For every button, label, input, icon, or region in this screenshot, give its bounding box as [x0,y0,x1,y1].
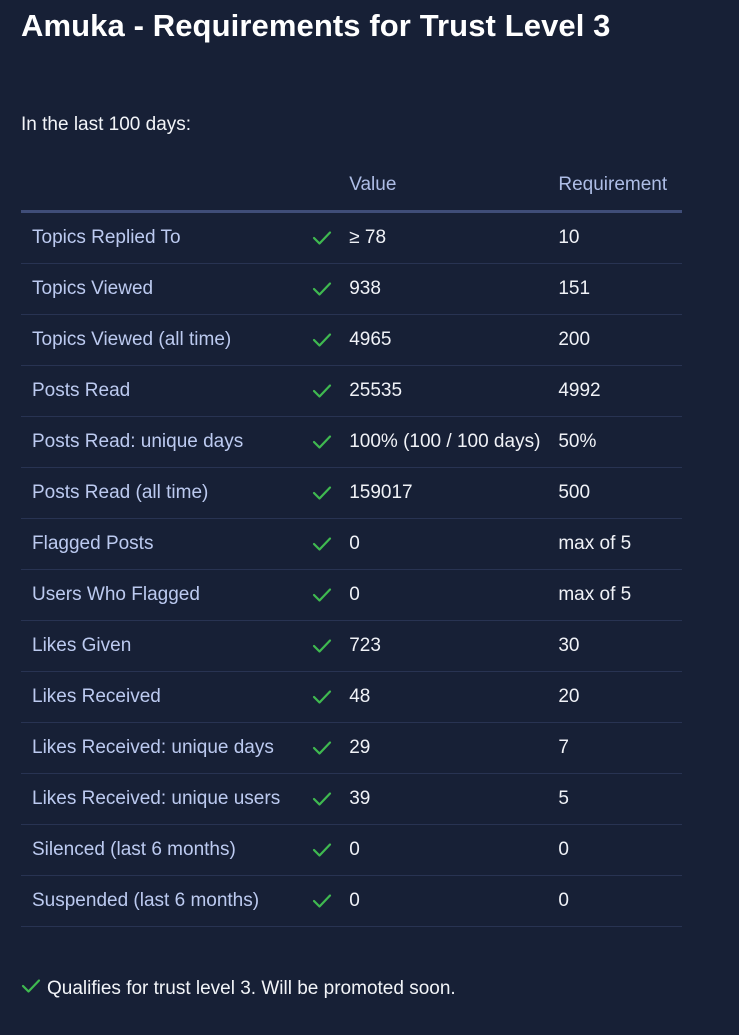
requirement-value: ≥ 78 [349,211,559,264]
table-row: Flagged Posts 0 max of 5 [21,518,682,570]
requirement-value: 48 [349,671,559,723]
requirement-threshold: 0 [558,824,682,876]
requirement-value: 29 [349,722,559,774]
requirement-value: 938 [349,263,559,315]
header-value: Value [349,160,559,213]
requirement-threshold: 30 [558,620,682,672]
table-row: Likes Received 48 20 [21,671,682,723]
requirement-threshold: 20 [558,671,682,723]
requirement-label: Suspended (last 6 months) [21,875,299,927]
requirement-threshold: 5 [558,773,682,825]
requirement-threshold: 7 [558,722,682,774]
check-icon [298,518,350,570]
table-row: Topics Replied To ≥ 78 10 [21,211,682,264]
requirement-label: Posts Read: unique days [21,416,299,468]
page-title: Amuka - Requirements for Trust Level 3 [21,8,611,43]
requirement-threshold: 500 [558,467,682,519]
table-header-row: Value Requirement [21,160,682,213]
table-row: Likes Given 723 30 [21,620,682,672]
check-icon [21,978,41,1000]
requirements-table: Value Requirement Topics Replied To ≥ 78 1… [21,160,682,927]
check-icon [298,365,350,417]
requirement-value: 4965 [349,314,559,366]
requirement-threshold: 10 [558,211,682,264]
requirement-label: Flagged Posts [21,518,299,570]
table-row: Silenced (last 6 months) 0 0 [21,824,682,876]
qualification-message: Qualifies for trust level 3. Will be pro… [47,978,456,999]
requirement-value: 25535 [349,365,559,417]
check-icon [298,875,350,927]
check-icon [298,569,350,621]
requirement-threshold: max of 5 [558,569,682,621]
table-row: Likes Received: unique users 39 5 [21,773,682,825]
requirement-threshold: max of 5 [558,518,682,570]
header-label-column [21,160,299,213]
requirement-label: Likes Received: unique users [21,773,299,825]
requirement-threshold: 50% [558,416,682,468]
table-row: Users Who Flagged 0 max of 5 [21,569,682,621]
requirement-label: Users Who Flagged [21,569,299,621]
requirement-threshold: 151 [558,263,682,315]
period-intro: In the last 100 days: [21,114,192,135]
table-row: Topics Viewed (all time) 4965 200 [21,314,682,366]
requirement-threshold: 200 [558,314,682,366]
table-row: Posts Read (all time) 159017 500 [21,467,682,519]
requirement-label: Silenced (last 6 months) [21,824,299,876]
requirement-label: Topics Replied To [21,211,299,264]
check-icon [298,314,350,366]
requirement-label: Posts Read (all time) [21,467,299,519]
table-row: Likes Received: unique days 29 7 [21,722,682,774]
requirement-label: Posts Read [21,365,299,417]
requirements-body: Topics Replied To ≥ 78 10 Topics Viewed 938 1… [21,211,682,927]
check-icon [298,722,350,774]
check-icon [298,773,350,825]
check-icon [298,263,350,315]
requirement-value: 39 [349,773,559,825]
table-row: Suspended (last 6 months) 0 0 [21,875,682,927]
requirement-label: Topics Viewed [21,263,299,315]
check-icon [298,824,350,876]
header-check-column [298,160,350,213]
table-row: Topics Viewed 938 151 [21,263,682,315]
requirement-label: Likes Given [21,620,299,672]
requirement-value: 0 [349,824,559,876]
requirement-value: 0 [349,569,559,621]
table-row: Posts Read: unique days 100% (100 / 100 d… [21,416,682,468]
requirement-value: 0 [349,518,559,570]
requirement-value: 159017 [349,467,559,519]
check-icon [298,671,350,723]
requirement-label: Topics Viewed (all time) [21,314,299,366]
requirement-value: 0 [349,875,559,927]
requirement-label: Likes Received [21,671,299,723]
requirement-threshold: 4992 [558,365,682,417]
requirement-value: 723 [349,620,559,672]
check-icon [298,620,350,672]
check-icon [298,416,350,468]
requirement-label: Likes Received: unique days [21,722,299,774]
check-icon [298,467,350,519]
qualification-status: Qualifies for trust level 3. Will be pro… [21,978,456,1000]
check-icon [298,211,350,264]
table-row: Posts Read 25535 4992 [21,365,682,417]
header-requirement: Requirement [558,160,682,213]
requirement-value: 100% (100 / 100 days) [349,416,559,468]
requirement-threshold: 0 [558,875,682,927]
